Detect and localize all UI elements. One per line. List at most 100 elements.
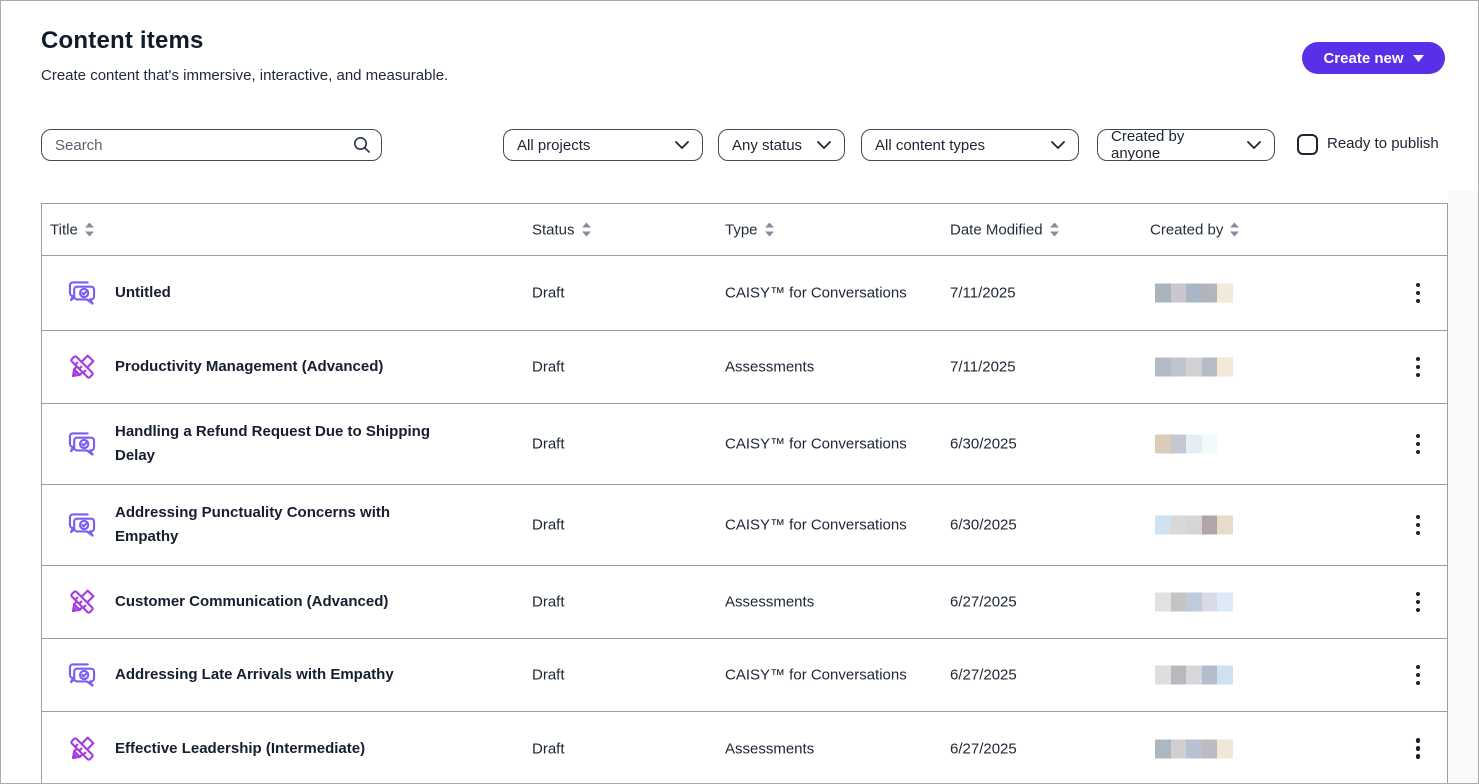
column-header-created-by[interactable]: Created by bbox=[1150, 221, 1240, 238]
search-field-wrapper bbox=[41, 129, 382, 161]
assessment-icon bbox=[70, 736, 95, 761]
content-type-icon-wrapper bbox=[64, 657, 100, 693]
row-actions-kebab-menu[interactable] bbox=[1404, 351, 1432, 383]
row-title[interactable]: Untitled bbox=[115, 284, 171, 301]
row-type: Assessments bbox=[725, 740, 815, 757]
chevron-down-icon bbox=[1051, 141, 1065, 149]
ready-to-publish-label: Ready to publish bbox=[1327, 135, 1439, 152]
row-type: Assessments bbox=[725, 593, 815, 611]
table-row[interactable]: Handling a Refund Request Due to Shippin… bbox=[42, 403, 1447, 484]
column-header-date-modified[interactable]: Date Modified bbox=[950, 221, 1059, 238]
chevron-down-icon bbox=[675, 141, 689, 149]
row-type: Assessments bbox=[725, 358, 815, 376]
content-type-filter-value: All content types bbox=[875, 136, 986, 154]
page-subtitle: Create content that's immersive, interac… bbox=[41, 67, 449, 84]
row-actions-kebab-menu[interactable] bbox=[1404, 277, 1432, 309]
redacted-pixel-block bbox=[1201, 357, 1217, 377]
redacted-pixel-block bbox=[1155, 665, 1171, 685]
redacted-pixel-block bbox=[1155, 592, 1171, 612]
row-date-modified: 7/11/2025 bbox=[950, 358, 1016, 376]
assessment-icon bbox=[70, 354, 95, 379]
content-items-table: Title Status Type Date Modified Created … bbox=[41, 203, 1448, 783]
redacted-pixel-block bbox=[1170, 592, 1186, 612]
content-type-filter-dropdown[interactable]: All content types bbox=[861, 129, 1079, 161]
redacted-pixel-block bbox=[1170, 739, 1186, 758]
redacted-pixel-block bbox=[1201, 283, 1217, 303]
row-type: CAISY™ for Conversations bbox=[725, 666, 907, 684]
table-row[interactable]: Addressing Punctuality Concerns with Emp… bbox=[42, 484, 1447, 565]
redacted-pixel-block bbox=[1217, 592, 1233, 612]
redacted-pixel-block bbox=[1155, 357, 1171, 377]
caret-down-icon bbox=[1412, 54, 1424, 62]
redacted-pixel-block bbox=[1170, 283, 1186, 303]
table-row[interactable]: Effective Leadership (Intermediate) Draf… bbox=[42, 711, 1447, 783]
redacted-pixel-block bbox=[1201, 665, 1217, 685]
table-row[interactable]: Addressing Late Arrivals with Empathy Dr… bbox=[42, 638, 1447, 711]
row-status: Draft bbox=[532, 740, 565, 757]
column-header-title[interactable]: Title bbox=[50, 221, 94, 238]
ready-to-publish-checkbox[interactable] bbox=[1297, 134, 1318, 155]
content-type-icon-wrapper bbox=[64, 426, 100, 462]
search-input[interactable] bbox=[41, 129, 382, 161]
row-title[interactable]: Addressing Late Arrivals with Empathy bbox=[115, 666, 394, 683]
row-actions-kebab-menu[interactable] bbox=[1404, 586, 1432, 618]
column-header-title-label: Title bbox=[50, 221, 78, 238]
column-header-type-label: Type bbox=[725, 221, 758, 238]
conversation-icon bbox=[68, 513, 96, 537]
row-title[interactable]: Effective Leadership (Intermediate) bbox=[115, 739, 366, 757]
status-filter-dropdown[interactable]: Any status bbox=[718, 129, 845, 161]
row-title[interactable]: Customer Communication (Advanced) bbox=[115, 593, 389, 610]
column-header-type[interactable]: Type bbox=[725, 221, 774, 238]
row-created-by-redacted bbox=[1155, 283, 1233, 303]
redacted-pixel-block bbox=[1155, 739, 1171, 758]
row-status: Draft bbox=[532, 284, 565, 302]
row-created-by-redacted bbox=[1155, 434, 1217, 454]
created-by-filter-dropdown[interactable]: Created by anyone bbox=[1097, 128, 1275, 162]
row-date-modified: 6/27/2025 bbox=[950, 740, 1017, 757]
redacted-pixel-block bbox=[1201, 515, 1217, 535]
row-actions-kebab-menu[interactable] bbox=[1404, 428, 1432, 460]
conversation-icon bbox=[68, 663, 96, 687]
row-title[interactable]: Handling a Refund Request Due to Shippin… bbox=[115, 423, 430, 464]
chevron-down-icon bbox=[1247, 141, 1261, 149]
table-row[interactable]: Untitled Draft CAISY™ for Conversations … bbox=[42, 256, 1447, 330]
row-actions-kebab-menu[interactable] bbox=[1404, 659, 1432, 691]
content-type-icon-wrapper bbox=[64, 584, 100, 620]
row-created-by-redacted bbox=[1155, 357, 1233, 377]
row-date-modified: 6/30/2025 bbox=[950, 516, 1017, 534]
redacted-pixel-block bbox=[1186, 665, 1202, 685]
sort-icon bbox=[581, 222, 591, 237]
redacted-pixel-block bbox=[1186, 739, 1202, 758]
row-date-modified: 6/27/2025 bbox=[950, 593, 1017, 611]
row-type: CAISY™ for Conversations bbox=[725, 435, 907, 453]
column-header-date-modified-label: Date Modified bbox=[950, 221, 1043, 238]
table-row[interactable]: Productivity Management (Advanced) Draft… bbox=[42, 330, 1447, 403]
table-header-row: Title Status Type Date Modified Created … bbox=[42, 204, 1447, 256]
redacted-pixel-block bbox=[1217, 739, 1233, 758]
projects-filter-dropdown[interactable]: All projects bbox=[503, 129, 703, 161]
create-new-button[interactable]: Create new bbox=[1302, 42, 1445, 74]
redacted-pixel-block bbox=[1186, 283, 1202, 303]
scrollbar-track[interactable] bbox=[1448, 191, 1478, 783]
row-status: Draft bbox=[532, 358, 565, 376]
row-status: Draft bbox=[532, 435, 565, 453]
content-type-icon-wrapper bbox=[64, 731, 100, 767]
row-created-by-redacted bbox=[1155, 515, 1233, 535]
conversation-icon bbox=[68, 281, 96, 305]
row-created-by-redacted bbox=[1155, 665, 1233, 685]
content-type-icon-wrapper bbox=[64, 349, 100, 385]
redacted-pixel-block bbox=[1186, 592, 1202, 612]
chevron-down-icon bbox=[817, 141, 831, 149]
row-title[interactable]: Addressing Punctuality Concerns with Emp… bbox=[115, 504, 391, 545]
redacted-pixel-block bbox=[1170, 434, 1186, 454]
redacted-pixel-block bbox=[1170, 515, 1186, 535]
row-title[interactable]: Productivity Management (Advanced) bbox=[115, 358, 384, 375]
column-header-status[interactable]: Status bbox=[532, 221, 591, 238]
content-type-icon-wrapper bbox=[64, 507, 100, 543]
table-row[interactable]: Customer Communication (Advanced) Draft … bbox=[42, 565, 1447, 638]
row-actions-kebab-menu[interactable] bbox=[1404, 509, 1432, 541]
row-actions-kebab-menu[interactable] bbox=[1404, 733, 1432, 765]
column-header-status-label: Status bbox=[532, 221, 575, 238]
redacted-pixel-block bbox=[1217, 515, 1233, 535]
row-type: CAISY™ for Conversations bbox=[725, 516, 907, 534]
